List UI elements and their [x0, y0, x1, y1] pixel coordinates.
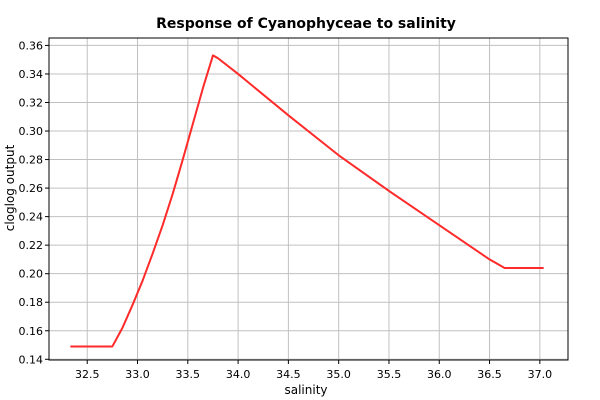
y-tick-label: 0.22 [19, 239, 44, 252]
grid-layer [49, 38, 568, 360]
y-tick-label: 0.14 [19, 353, 44, 366]
x-tick-label: 35.0 [326, 368, 351, 381]
x-tick-label: 35.5 [377, 368, 402, 381]
x-tick-label: 33.0 [125, 368, 150, 381]
tick-layer: 32.5 33.0 33.5 34.0 34.5 35.0 35.5 36.0 36.5 37.0… [19, 39, 553, 381]
x-tick-label: 37.0 [528, 368, 553, 381]
y-tick-label: 0.26 [19, 182, 44, 195]
y-tick-label: 0.34 [19, 68, 44, 81]
y-axis-label: cloglog output [3, 144, 17, 231]
plot-frame [48, 37, 569, 361]
y-tick-label: 0.18 [19, 296, 44, 309]
y-tick-label: 0.24 [19, 211, 44, 224]
x-tick-label: 33.5 [176, 368, 201, 381]
y-tick-label: 0.20 [19, 268, 44, 281]
y-tick-label: 0.32 [19, 96, 44, 109]
y-tick-label: 0.30 [19, 125, 44, 138]
response-line [70, 54, 544, 348]
y-tick-label: 0.36 [19, 39, 44, 52]
axis-layer [45, 37, 569, 364]
chart-title: Response of Cyanophyceae to salinity [156, 16, 456, 32]
x-tick-label: 34.5 [276, 368, 301, 381]
series-layer [70, 54, 544, 348]
x-tick-label: 36.5 [477, 368, 502, 381]
x-tick-label: 34.0 [226, 368, 251, 381]
x-axis-label: salinity [284, 383, 327, 397]
y-tick-label: 0.16 [19, 325, 44, 338]
x-tick-label: 36.0 [427, 368, 452, 381]
x-tick-label: 32.5 [75, 368, 100, 381]
y-tick-label: 0.28 [19, 154, 44, 167]
